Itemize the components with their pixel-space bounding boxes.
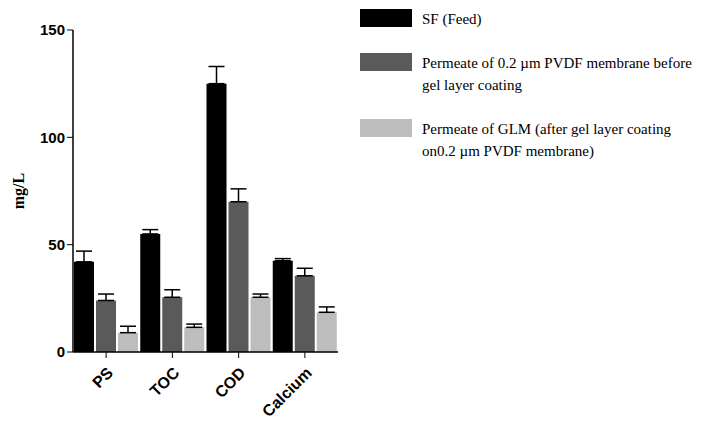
svg-text:100: 100: [40, 129, 65, 146]
svg-text:150: 150: [40, 21, 65, 38]
svg-text:Calcium: Calcium: [259, 364, 315, 420]
svg-text:0: 0: [57, 343, 65, 360]
html-text:Permeate of 0.2 µm PVDF membra: Permeate of 0.2 µm PVDF membrane before …: [422, 55, 692, 93]
svg-text:mg/L: mg/L: [10, 173, 28, 209]
html-text:SF (Feed): SF (Feed): [422, 11, 482, 27]
svg-text:50: 50: [48, 236, 65, 253]
html-text:Permeate of GLM (after gel lay: Permeate of GLM (after gel layer coating…: [422, 121, 672, 159]
svg-text:COD: COD: [212, 364, 249, 401]
svg-text:TOC: TOC: [147, 364, 183, 400]
svg-text:PS: PS: [89, 364, 116, 391]
